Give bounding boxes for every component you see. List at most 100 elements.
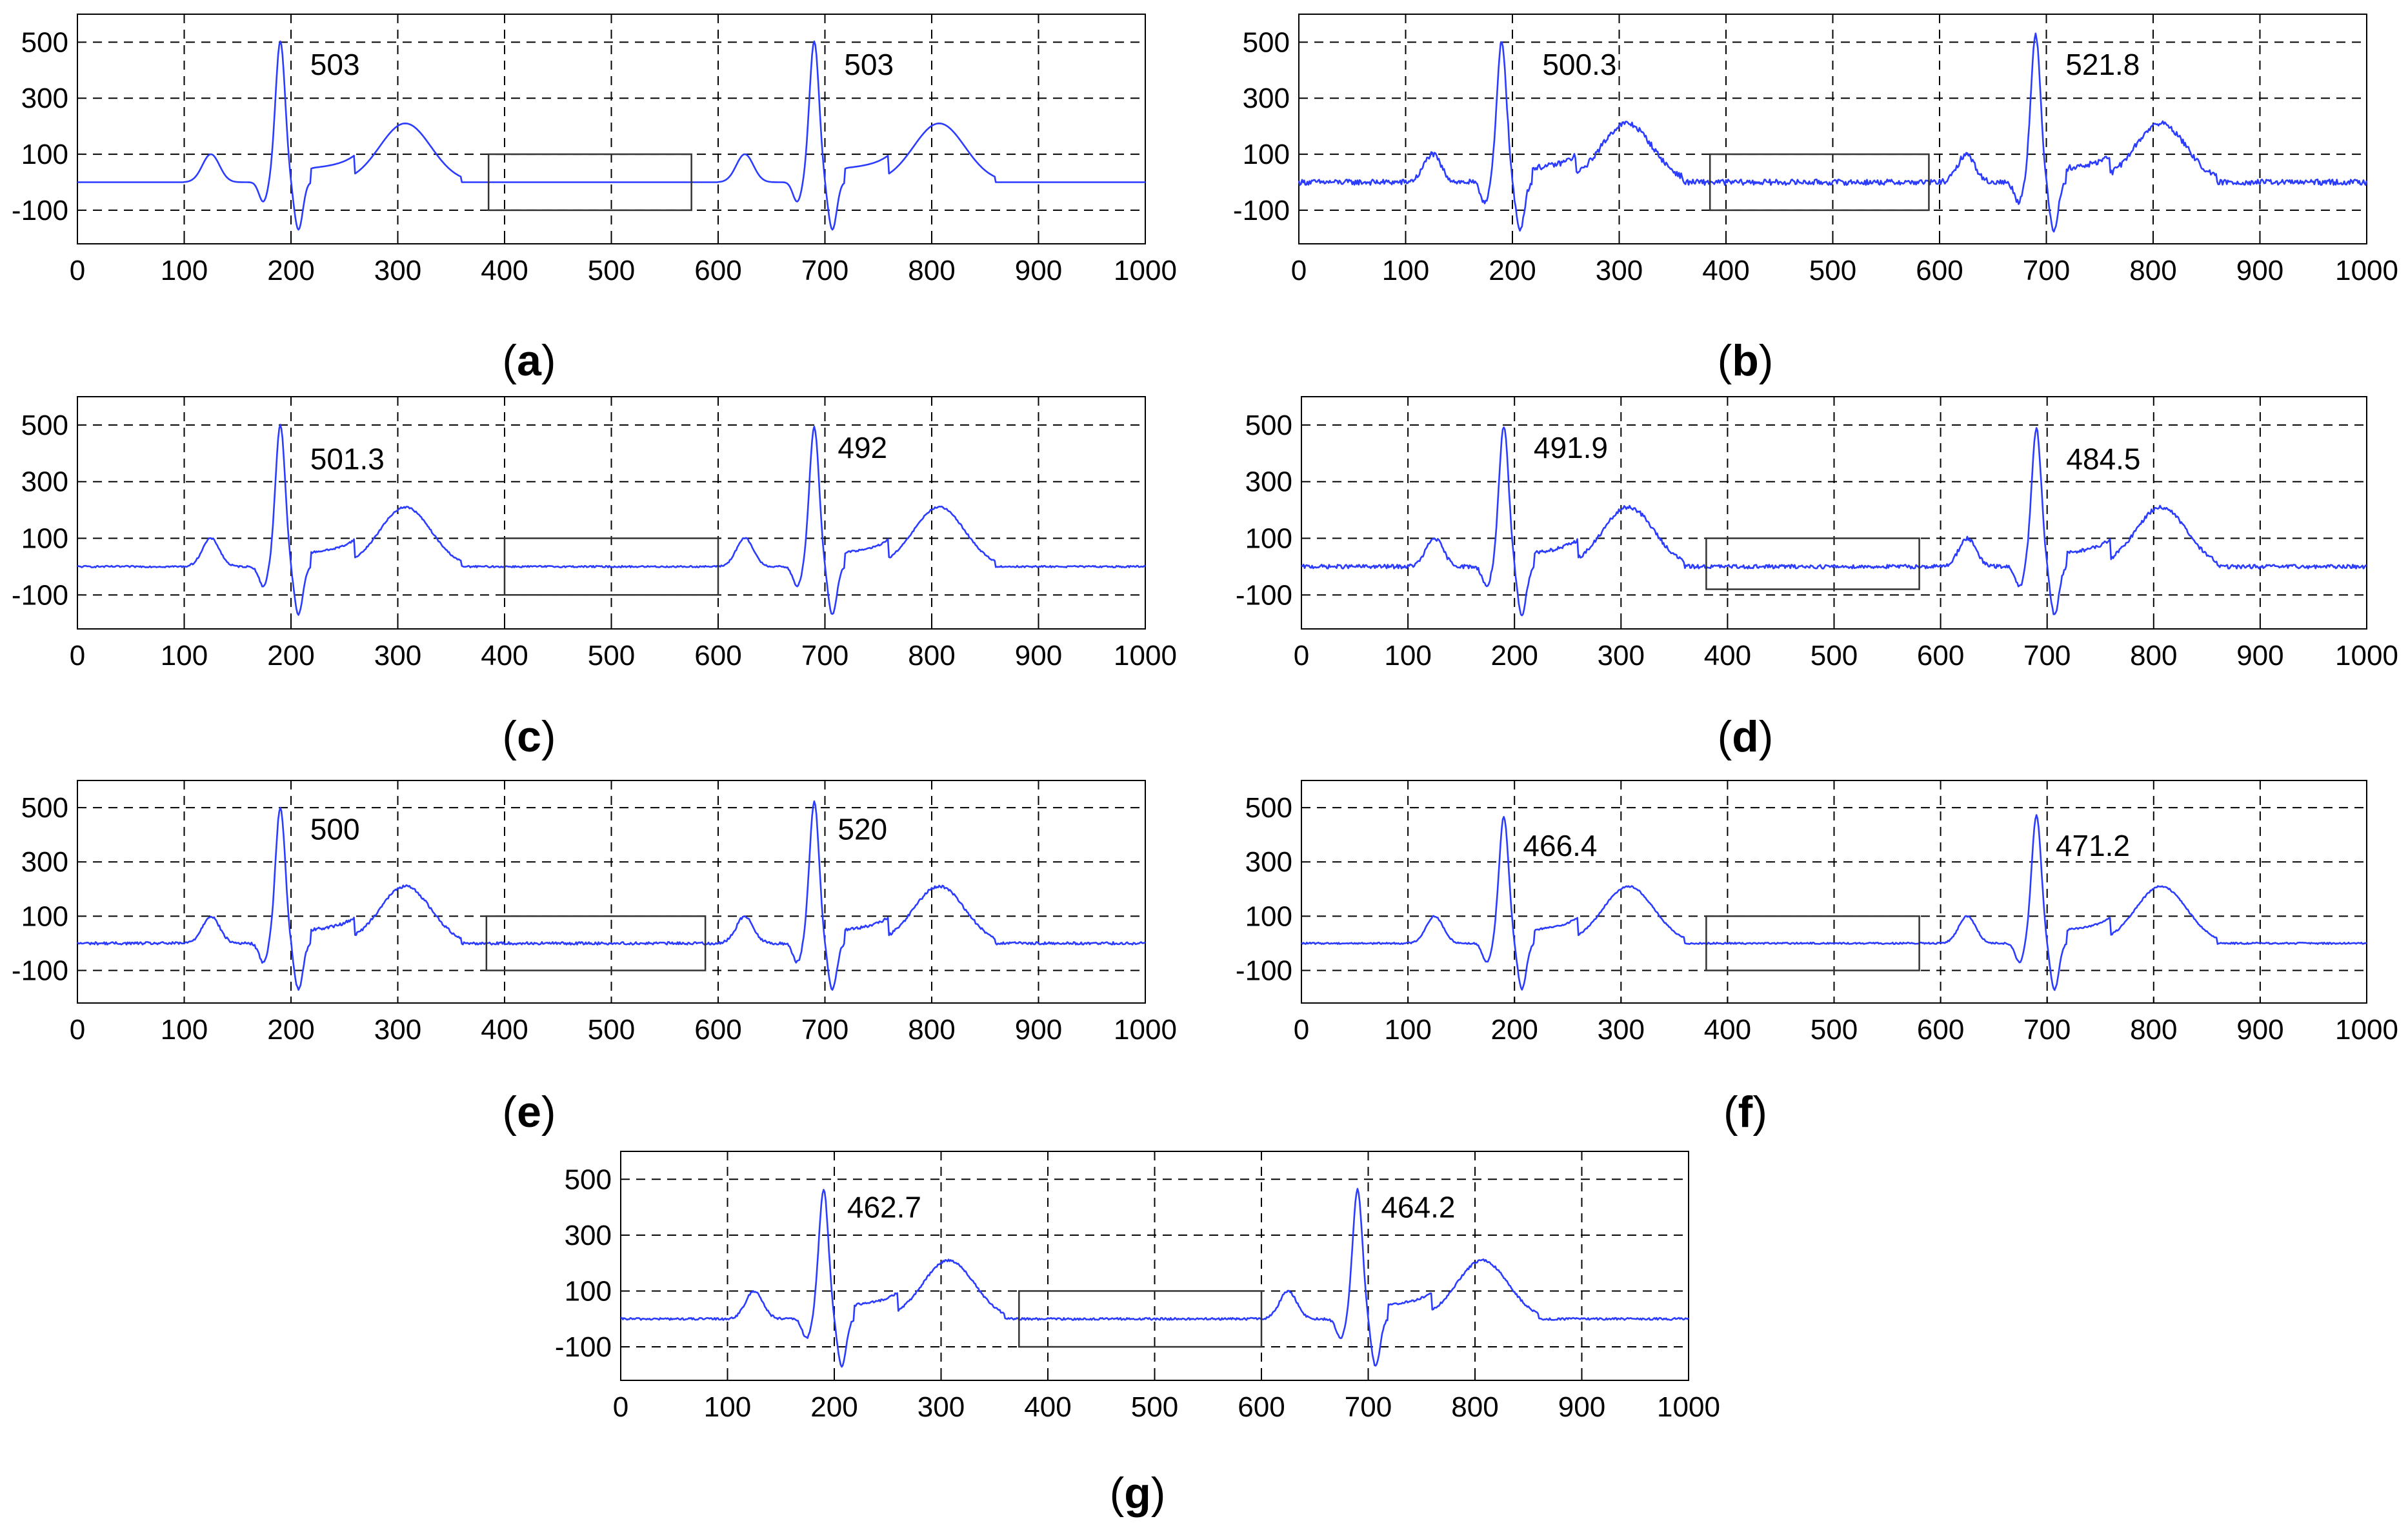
peak-annotation: 484.5 (2066, 442, 2140, 476)
x-tick-label: 800 (2130, 640, 2177, 671)
y-tick-label: 500 (21, 26, 68, 58)
x-tick-label: 300 (1598, 1014, 1645, 1046)
y-tick-label: -100 (555, 1331, 612, 1363)
y-tick-label: -100 (12, 195, 68, 226)
x-tick-label: 800 (1451, 1391, 1498, 1423)
x-tick-label: 900 (1015, 255, 1062, 286)
x-tick-label: 400 (481, 1014, 528, 1046)
peak-annotation: 500.3 (1542, 48, 1616, 81)
panel-label: (d) (1718, 712, 1774, 761)
y-tick-label: 500 (1245, 792, 1292, 824)
x-tick-label: 600 (694, 640, 741, 671)
x-tick-label: 400 (1704, 640, 1751, 671)
x-tick-label: 300 (374, 640, 421, 671)
x-tick-label: 0 (1294, 1014, 1309, 1046)
chart-panel-b: 0 100 200 300 400 500 600 700 800 900 1000 500 300 10… (1233, 14, 2398, 385)
panel-label: (c) (502, 712, 556, 761)
x-tick-label: 200 (267, 640, 314, 671)
y-tick-label: 500 (1243, 26, 1290, 58)
y-tick-label: 300 (1243, 83, 1290, 114)
y-tick-label: 300 (21, 83, 68, 114)
x-tick-label: 700 (801, 640, 848, 671)
y-tick-label: 300 (565, 1220, 612, 1251)
x-tick-label: 500 (588, 640, 635, 671)
peak-annotation: 466.4 (1523, 829, 1597, 862)
noise-region-box (1018, 1290, 1263, 1348)
x-tick-label: 400 (481, 255, 528, 286)
x-tick-label: 1000 (2335, 1014, 2398, 1046)
x-tick-label: 900 (2236, 255, 2283, 286)
x-tick-label: 1000 (1114, 255, 1177, 286)
chart-panel-d: 0 100 200 300 400 500 600 700 800 900 1000 500 300 10… (1236, 396, 2398, 761)
x-tick-label: 700 (801, 1014, 848, 1046)
peak-annotation: 503 (844, 48, 894, 81)
x-tick-label: 900 (2236, 1014, 2283, 1046)
y-tick-label: 500 (21, 792, 68, 824)
peak-annotation: 462.7 (847, 1191, 921, 1224)
x-tick-label: 0 (613, 1391, 628, 1423)
peak-annotation: 503 (310, 48, 360, 81)
x-tick-label: 500 (1809, 255, 1856, 286)
x-tick-label: 800 (908, 1014, 955, 1046)
x-tick-label: 400 (1024, 1391, 1071, 1423)
x-tick-label: 0 (70, 255, 85, 286)
panel-label: (f) (1723, 1088, 1767, 1137)
x-tick-label: 700 (2023, 255, 2070, 286)
x-tick-label: 0 (1291, 255, 1307, 286)
x-tick-label: 0 (1294, 640, 1309, 671)
panel-label: (g) (1110, 1469, 1166, 1518)
x-tick-label: 1000 (2335, 640, 2398, 671)
chart-panel-f: 0 100 200 300 400 500 600 700 800 900 1000 500 300 10… (1236, 780, 2398, 1137)
panel-label: (a) (502, 336, 556, 385)
x-tick-label: 300 (374, 1014, 421, 1046)
y-tick-label: 100 (565, 1275, 612, 1307)
panel-label: (e) (502, 1088, 556, 1137)
x-tick-label: 800 (2130, 1014, 2177, 1046)
y-tick-label: 300 (21, 466, 68, 498)
ecg-series-line (1301, 814, 2367, 991)
ecg-series-line (620, 1187, 1689, 1368)
y-tick-label: 100 (21, 900, 68, 932)
x-tick-label: 600 (1238, 1391, 1285, 1423)
noise-region-box (1705, 915, 1920, 971)
peak-annotation: 521.8 (2065, 48, 2140, 81)
y-tick-label: 100 (21, 523, 68, 555)
y-tick-label: 100 (1245, 900, 1292, 932)
x-tick-label: 200 (1490, 640, 1538, 671)
x-tick-label: 300 (918, 1391, 965, 1423)
x-tick-label: 400 (481, 640, 528, 671)
x-tick-label: 1000 (2335, 255, 2398, 286)
x-tick-label: 300 (1598, 640, 1645, 671)
noise-region-box (1705, 537, 1920, 590)
x-tick-label: 900 (1015, 1014, 1062, 1046)
x-tick-label: 500 (588, 1014, 635, 1046)
y-tick-label: -100 (1233, 195, 1290, 226)
y-tick-label: 100 (1245, 523, 1292, 555)
x-tick-label: 900 (1015, 640, 1062, 671)
x-tick-label: 700 (801, 255, 848, 286)
x-tick-label: 600 (1917, 1014, 1964, 1046)
y-tick-label: 500 (1245, 410, 1292, 441)
x-tick-label: 700 (1345, 1391, 1392, 1423)
x-tick-label: 200 (810, 1391, 858, 1423)
y-tick-label: -100 (1236, 955, 1292, 987)
noise-region-box (487, 153, 692, 212)
x-tick-label: 400 (1704, 1014, 1751, 1046)
x-tick-label: 300 (374, 255, 421, 286)
x-tick-label: 100 (1382, 255, 1429, 286)
ecg-series-line (77, 423, 1146, 616)
x-tick-label: 0 (70, 1014, 85, 1046)
peak-annotation: 520 (838, 813, 887, 846)
chart-panel-e: 0 100 200 300 400 500 600 700 800 900 1000 500 300 10… (12, 780, 1177, 1137)
x-tick-label: 0 (70, 640, 85, 671)
ecg-series-line (77, 40, 1145, 231)
ecg-series-line (77, 800, 1146, 991)
y-tick-label: 100 (21, 139, 68, 170)
x-tick-label: 500 (1131, 1391, 1178, 1423)
x-tick-label: 100 (1384, 640, 1431, 671)
x-tick-label: 700 (2023, 640, 2071, 671)
noise-region-box (503, 537, 719, 596)
x-tick-label: 600 (694, 255, 741, 286)
x-tick-label: 800 (908, 255, 955, 286)
